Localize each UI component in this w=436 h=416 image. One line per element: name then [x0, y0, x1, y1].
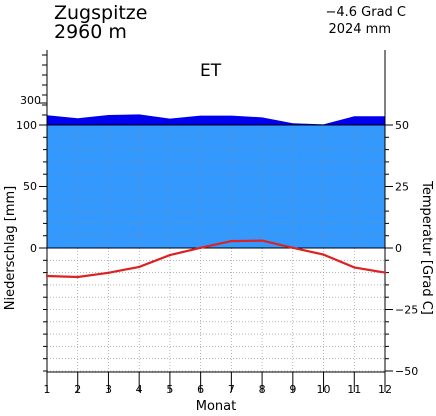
right-tick-label: 0	[395, 242, 402, 255]
x-tick-label: 9	[289, 383, 296, 396]
right-tick-label: −50	[395, 365, 418, 378]
x-tick-label: 12	[378, 383, 392, 396]
temperature-point	[45, 274, 49, 278]
temperature-point	[107, 271, 110, 275]
x-axis-title: Monat	[196, 399, 236, 414]
temperature-point	[383, 271, 387, 274]
left-tick-label: 50	[23, 180, 37, 193]
y-axis-title-right: Temperatur [Grad C]	[419, 180, 434, 315]
x-tick-label: 6	[197, 383, 204, 396]
temperature-point	[230, 239, 233, 243]
temperature-point	[291, 246, 295, 249]
annual-precipitation: 2024 mm	[328, 22, 391, 37]
mean-temperature: −4.6 Grad C	[325, 5, 406, 20]
right-tick-label: 25	[395, 181, 409, 194]
left-tick-label: 0	[30, 242, 37, 255]
station-elevation: 2960 m	[54, 21, 127, 43]
temperature-point	[199, 246, 202, 249]
temperature-point	[76, 275, 79, 279]
right-tick-label: −25	[395, 304, 418, 317]
x-tick-label: 10	[317, 383, 331, 396]
temperature-point	[353, 266, 356, 269]
x-tick-label: 11	[347, 383, 361, 396]
station-name: Zugspitze	[54, 2, 148, 24]
x-tick-label: 7	[228, 383, 235, 396]
x-tick-label: 4	[136, 383, 143, 396]
temperature-line	[46, 239, 386, 279]
x-tick-label: 5	[166, 383, 173, 396]
left-tick-label: 300	[20, 94, 41, 107]
temperature-point	[168, 253, 172, 257]
temperature-point	[137, 265, 141, 269]
y-axis-title-left: Niederschlag [mm]	[3, 186, 18, 311]
temperature-point	[260, 239, 264, 242]
left-tick-label: 100	[16, 119, 37, 132]
climate-class: ET	[200, 61, 222, 81]
precipitation-excess-area	[47, 114, 385, 125]
x-tick-label: 3	[105, 383, 112, 396]
x-tick-label: 1	[44, 383, 51, 396]
right-tick-label: 50	[395, 119, 409, 132]
x-tick-label: 8	[259, 383, 266, 396]
x-tick-label: 2	[74, 383, 81, 396]
temperature-point	[322, 253, 325, 256]
